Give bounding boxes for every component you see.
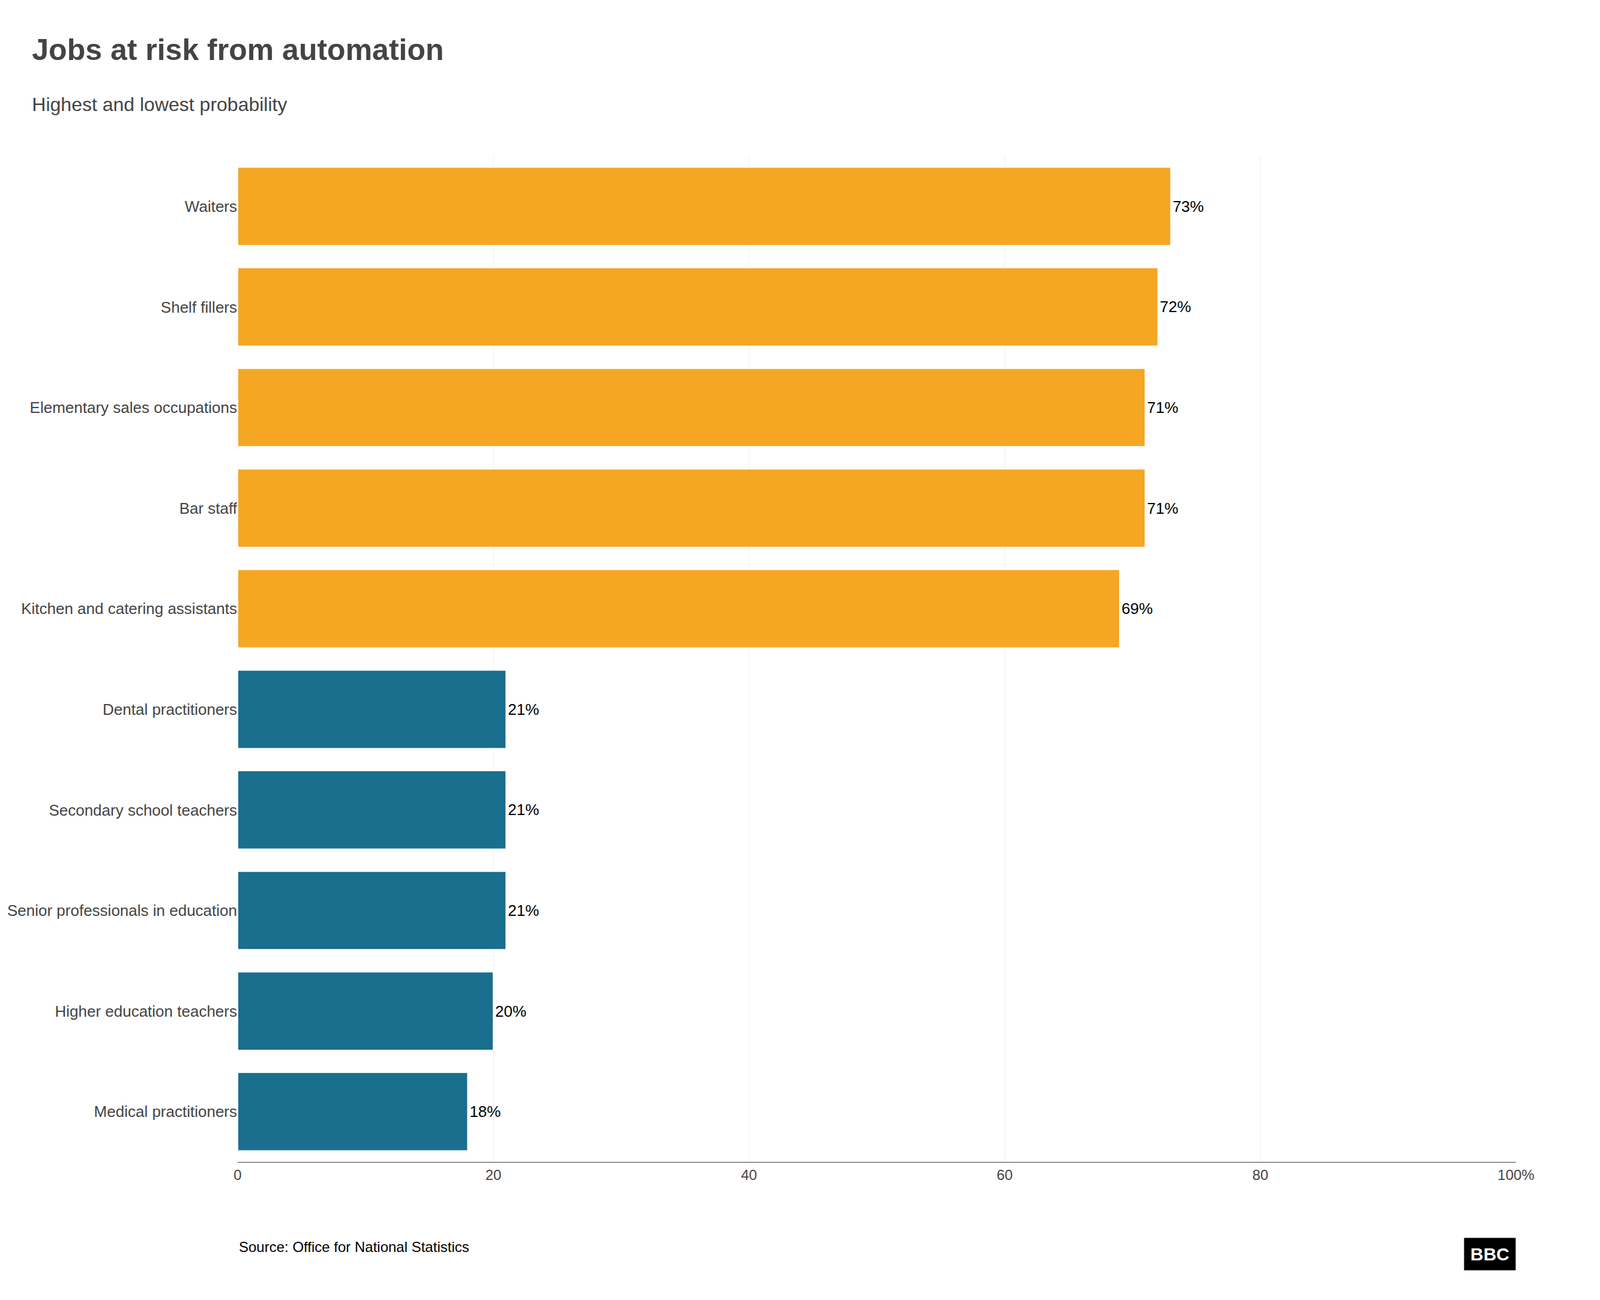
svg-text:20%: 20% bbox=[495, 1002, 527, 1021]
svg-text:Elementary sales occupations: Elementary sales occupations bbox=[30, 398, 238, 417]
svg-text:Secondary school teachers: Secondary school teachers bbox=[48, 801, 238, 820]
svg-text:20: 20 bbox=[485, 1166, 502, 1183]
svg-text:69%: 69% bbox=[1121, 599, 1153, 618]
svg-text:Shelf fillers: Shelf fillers bbox=[160, 298, 238, 317]
svg-text:BBC: BBC bbox=[1470, 1244, 1510, 1264]
svg-text:72%: 72% bbox=[1160, 297, 1192, 316]
svg-text:21%: 21% bbox=[507, 800, 539, 819]
svg-text:Dental practitioners: Dental practitioners bbox=[102, 700, 238, 719]
svg-text:21%: 21% bbox=[507, 700, 539, 719]
svg-text:100%: 100% bbox=[1497, 1166, 1534, 1183]
svg-text:21%: 21% bbox=[507, 901, 539, 920]
svg-text:Senior professionals in educat: Senior professionals in education bbox=[7, 901, 238, 920]
svg-text:Source: Office for National St: Source: Office for National Statistics bbox=[238, 1238, 470, 1255]
svg-text:Jobs at risk from automation: Jobs at risk from automation bbox=[31, 33, 444, 67]
svg-text:71%: 71% bbox=[1146, 499, 1179, 518]
svg-text:18%: 18% bbox=[469, 1102, 501, 1121]
svg-text:Highest and lowest probability: Highest and lowest probability bbox=[31, 93, 287, 116]
svg-text:Waiters: Waiters bbox=[184, 197, 238, 216]
svg-text:Medical practitioners: Medical practitioners bbox=[94, 1102, 238, 1121]
svg-text:Bar staff: Bar staff bbox=[179, 499, 238, 518]
svg-text:0: 0 bbox=[233, 1166, 242, 1183]
svg-text:Higher education teachers: Higher education teachers bbox=[54, 1002, 238, 1021]
svg-text:80: 80 bbox=[1252, 1166, 1269, 1183]
svg-text:73%: 73% bbox=[1172, 197, 1204, 216]
svg-text:Kitchen and catering assistant: Kitchen and catering assistants bbox=[21, 599, 238, 618]
svg-text:71%: 71% bbox=[1146, 398, 1179, 417]
svg-text:40: 40 bbox=[741, 1166, 758, 1183]
svg-text:60: 60 bbox=[996, 1166, 1014, 1183]
